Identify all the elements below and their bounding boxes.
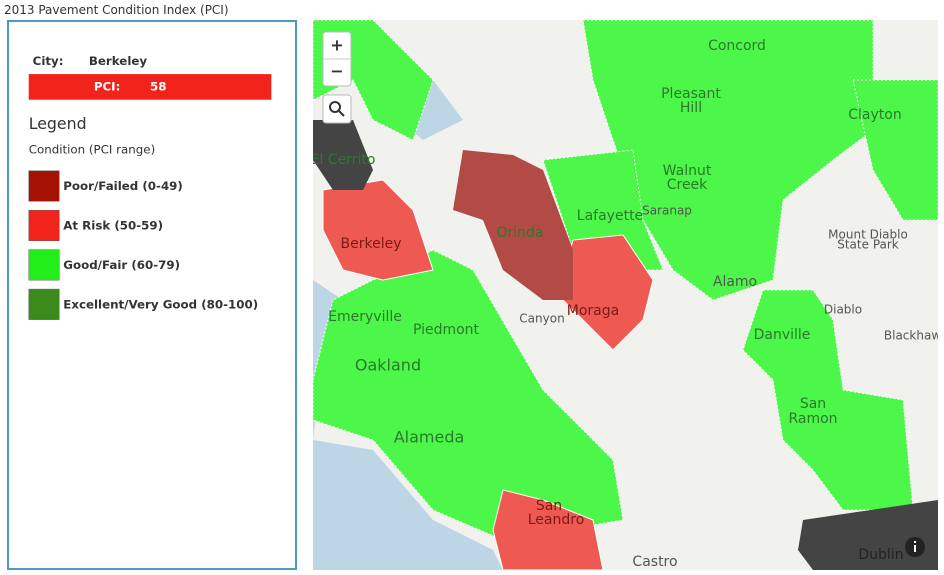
pci-bar <box>28 74 272 100</box>
search-box <box>322 94 352 124</box>
side-panel: City: Berkeley PCI: 58 Legend Condition … <box>7 20 297 570</box>
zoom-out[interactable]: − <box>330 62 343 81</box>
place-label: Danville <box>754 327 811 343</box>
place-label: Leandro <box>528 512 585 528</box>
regions-at-risk <box>322 179 654 570</box>
water <box>313 280 503 570</box>
pci-label: PCI: <box>94 79 120 93</box>
place-label: El Cerrito <box>313 152 375 168</box>
place-label: Piedmont <box>413 322 480 338</box>
legend-subtitle: Condition (PCI range) <box>29 143 155 157</box>
place-label: Castro <box>632 554 677 570</box>
search-icon <box>338 110 345 117</box>
legend-swatch <box>28 288 60 320</box>
legend-swatch <box>28 170 60 202</box>
place-label: Ramon <box>788 411 837 427</box>
place-label: Dublin <box>858 547 903 563</box>
place-label: Hill <box>680 100 702 116</box>
map-labels: Concord Pleasant Hill Clayton El Cerrito… <box>313 38 938 570</box>
regions-no-data <box>313 120 938 570</box>
place-label: Blackhawk <box>884 329 938 343</box>
place-label: Moraga <box>567 303 619 319</box>
place-label: San <box>800 396 826 412</box>
legend-label: Excellent/Very Good (80-100) <box>63 297 258 311</box>
map: Concord Pleasant Hill Clayton El Cerrito… <box>313 20 938 570</box>
legend-label: Good/Fair (60-79) <box>63 258 180 272</box>
place-label: San <box>536 498 562 514</box>
place-label: Lafayette <box>577 208 643 224</box>
place-label: Saranap <box>642 204 692 218</box>
legend-swatch <box>28 249 60 281</box>
place-label: Oakland <box>355 356 421 375</box>
search-icon <box>329 101 341 113</box>
place-label: Concord <box>708 38 766 54</box>
legend: Poor/Failed (0-49) At Risk (50-59) Good/Fa… <box>28 170 258 320</box>
place-label: Walnut <box>663 163 712 179</box>
page-title: 2013 Pavement Condition Index (PCI) <box>4 3 229 17</box>
place-label: Clayton <box>848 107 901 123</box>
place-label: Creek <box>667 177 708 193</box>
place-label: Orinda <box>496 225 543 241</box>
place-label: Berkeley <box>341 236 402 252</box>
place-label: Canyon <box>519 312 564 326</box>
place-label: Mount Diablo <box>828 228 908 242</box>
region-poor <box>453 150 573 300</box>
info-icon <box>914 545 916 552</box>
city-label: City: <box>33 54 64 68</box>
city-name: Berkeley <box>89 54 148 68</box>
zoom-in[interactable]: + <box>330 36 343 55</box>
place-label: Diablo <box>824 303 862 317</box>
info-icon <box>914 541 916 543</box>
legend-label: Poor/Failed (0-49) <box>63 179 183 193</box>
place-label: Alamo <box>713 274 757 290</box>
place-label: Pleasant <box>661 86 721 102</box>
search-button[interactable] <box>322 94 352 124</box>
legend-label: At Risk (50-59) <box>63 218 163 232</box>
legend-swatch <box>28 209 60 242</box>
zoom-control: + − <box>322 31 352 87</box>
place-label: Alameda <box>394 428 465 447</box>
place-label: State Park <box>837 238 899 252</box>
place-label: Emeryville <box>328 309 402 325</box>
legend-title: Legend <box>29 114 87 133</box>
pci-value: 58 <box>150 79 166 93</box>
